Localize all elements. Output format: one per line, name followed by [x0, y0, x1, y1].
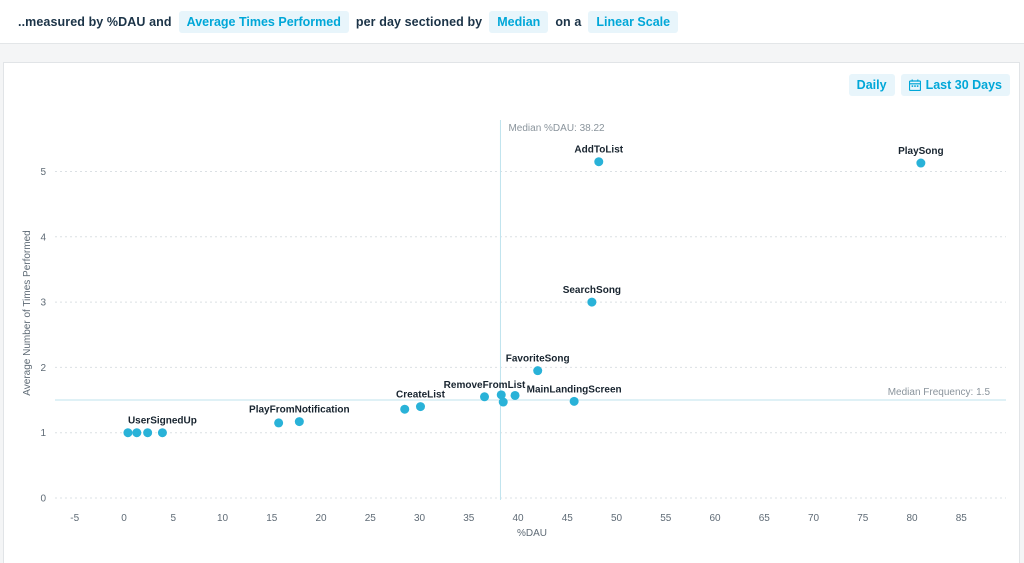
section-selector[interactable]: Median — [489, 10, 549, 33]
y-tick-label: 1 — [40, 428, 46, 439]
y-axis-title: Average Number of Times Performed — [22, 230, 33, 395]
x-tick-label: 5 — [170, 513, 176, 524]
y-tick-label: 5 — [40, 167, 46, 178]
x-tick-label: 0 — [121, 513, 127, 524]
date-range-label: Last 30 Days — [925, 78, 1002, 92]
interval-daily-label: Daily — [856, 78, 887, 92]
interval-daily-button[interactable]: Daily — [848, 74, 895, 96]
x-tick-label: 60 — [709, 513, 721, 524]
point-label: MainLandingScreen — [527, 384, 622, 395]
scatter-point[interactable] — [498, 397, 508, 407]
x-axis-title: %DAU — [517, 528, 547, 539]
definition-text-middle: per day sectioned by — [355, 14, 483, 29]
scatter-point[interactable] — [480, 392, 490, 402]
point-label: SearchSong — [563, 285, 621, 296]
metric-selector[interactable]: Average Times Performed — [178, 10, 349, 33]
point-label: UserSignedUp — [128, 416, 197, 427]
x-tick-label: 65 — [759, 513, 771, 524]
median-x-label: Median %DAU: 38.22 — [508, 123, 605, 134]
scatter-point[interactable] — [569, 396, 579, 406]
point-label: PlaySong — [898, 146, 944, 157]
x-tick-label: 25 — [365, 513, 377, 524]
point-label: PlayFromNotification — [249, 405, 350, 416]
median-y-label: Median Frequency: 1.5 — [888, 387, 991, 398]
x-tick-label: 70 — [808, 513, 820, 524]
scatter-point[interactable] — [587, 297, 597, 307]
x-tick-label: 55 — [660, 513, 672, 524]
scatter-point[interactable] — [400, 404, 410, 414]
point-label: FavoriteSong — [506, 354, 570, 365]
scatter-point[interactable] — [533, 366, 543, 376]
x-tick-label: 85 — [956, 513, 968, 524]
x-tick-label: -5 — [70, 513, 79, 524]
definition-text-prefix: ..measured by %DAU and — [18, 14, 172, 29]
scatter-point[interactable] — [294, 417, 304, 427]
scatter-point[interactable] — [274, 418, 284, 428]
scatter-point[interactable] — [132, 428, 142, 438]
y-tick-label: 4 — [40, 232, 46, 243]
x-tick-label: 30 — [414, 513, 426, 524]
definition-text-connector: on a — [555, 14, 582, 29]
chart-definition-bar: ..measured by %DAU and Average Times Per… — [0, 0, 1024, 44]
point-label: RemoveFromList — [444, 380, 526, 391]
scatter-point[interactable] — [415, 402, 425, 412]
x-tick-label: 35 — [463, 513, 475, 524]
scatter-point[interactable] — [510, 390, 520, 400]
x-tick-label: 75 — [857, 513, 869, 524]
scatter-point[interactable] — [123, 428, 133, 438]
calendar-icon — [908, 79, 921, 91]
scatter-point[interactable] — [496, 390, 506, 400]
x-tick-label: 50 — [611, 513, 623, 524]
scatter-point[interactable] — [916, 158, 926, 168]
x-tick-label: 80 — [906, 513, 918, 524]
x-tick-label: 20 — [315, 513, 327, 524]
x-tick-label: 45 — [562, 513, 574, 524]
x-tick-label: 10 — [217, 513, 229, 524]
date-range-button[interactable]: Last 30 Days — [900, 74, 1010, 96]
chart-toolbar: Daily Last 30 Days — [848, 74, 1010, 96]
y-tick-label: 3 — [40, 298, 46, 309]
y-tick-label: 2 — [40, 363, 46, 374]
point-label: CreateList — [396, 390, 446, 401]
x-tick-label: 15 — [266, 513, 278, 524]
scatter-point[interactable] — [157, 428, 167, 438]
scatter-point[interactable] — [594, 157, 604, 167]
point-label: AddToList — [574, 145, 623, 156]
scale-selector[interactable]: Linear Scale — [588, 10, 679, 33]
y-tick-label: 0 — [40, 494, 46, 505]
chart-card — [3, 62, 1020, 563]
scatter-point[interactable] — [143, 428, 153, 438]
x-tick-label: 40 — [512, 513, 524, 524]
